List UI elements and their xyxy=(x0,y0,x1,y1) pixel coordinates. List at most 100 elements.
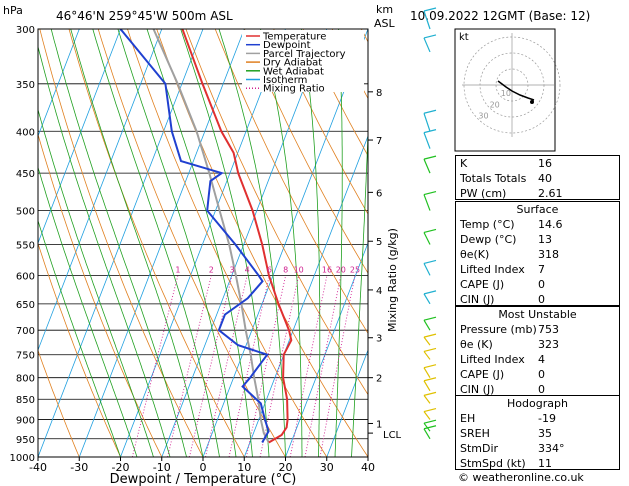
wind-barb-flag xyxy=(423,364,437,369)
pressure-tick-label: 300 xyxy=(16,25,35,36)
row-key: CIN (J) xyxy=(460,383,495,396)
most-unstable-title: Most Unstable xyxy=(498,308,577,321)
row-value: 318 xyxy=(538,248,559,261)
wind-barb xyxy=(423,351,431,360)
table-row: θe (K) 323 xyxy=(456,337,619,352)
pressure-tick-label: 500 xyxy=(16,207,35,218)
table-row: K 16 xyxy=(456,156,619,171)
table-row: CIN (J) 0 xyxy=(456,382,619,397)
wet-adiabat-line xyxy=(92,29,220,457)
lcl-label: LCL xyxy=(383,430,402,441)
legend-entry: Temperature xyxy=(262,32,326,43)
mixing-ratio-label: 2 xyxy=(209,265,214,274)
row-key: Dewp (°C) xyxy=(460,233,517,246)
x-tick-label: 10 xyxy=(237,461,251,474)
row-key: CIN (J) xyxy=(460,293,495,306)
row-value: 4 xyxy=(538,353,545,366)
row-key: PW (cm) xyxy=(460,187,507,200)
km-tick-label: 7 xyxy=(376,136,382,147)
mixing-ratio-line xyxy=(304,275,342,457)
wind-barb-flag xyxy=(423,109,437,114)
wind-barb-flag xyxy=(423,377,437,382)
row-key: θe(K) xyxy=(460,248,490,261)
wind-barb xyxy=(423,367,431,378)
wind-barb xyxy=(423,422,431,432)
wind-barb xyxy=(423,37,431,53)
indices-table: K 16 Totals Totals 40 PW (cm) 2.61 xyxy=(455,155,620,200)
hodograph-table: Hodograph EH -19 SREH 35 StmDir 334° StmSpd (k… xyxy=(455,395,620,470)
wind-barb-flag xyxy=(423,228,437,234)
surface-title: Surface xyxy=(516,203,559,216)
location-title: 46°46'N 259°45'W 500m ASL xyxy=(56,9,233,23)
row-value: 16 xyxy=(538,157,552,170)
wet-adiabat-line xyxy=(38,165,138,457)
row-key: StmDir xyxy=(460,442,499,455)
row-key: SREH xyxy=(460,427,490,440)
km-tick-label: 5 xyxy=(376,237,382,248)
row-key: CAPE (J) xyxy=(460,368,505,381)
row-value: 0 xyxy=(538,383,545,396)
wind-barb xyxy=(423,395,431,404)
row-value: 7 xyxy=(538,263,545,276)
x-tick-label: 40 xyxy=(361,461,375,474)
wet-adiabat-line xyxy=(38,108,154,457)
hodograph-ring-label: 10 xyxy=(501,89,511,98)
km-label: km xyxy=(376,3,393,16)
dry-adiabat-line xyxy=(214,29,368,335)
dry-adiabat-line xyxy=(68,29,245,457)
wind-barb xyxy=(423,10,431,30)
wind-barb xyxy=(423,411,431,420)
table-row: StmDir 334° xyxy=(456,441,619,456)
skewt-grid xyxy=(38,29,368,457)
x-axis-label: Dewpoint / Temperature (°C) xyxy=(110,472,297,486)
wind-barb-flag xyxy=(423,419,437,424)
dry-adiabat-line xyxy=(38,132,163,457)
pressure-tick-label: 600 xyxy=(16,271,35,282)
isotherm-line xyxy=(285,241,368,457)
wind-barb xyxy=(423,336,431,346)
mixing-ratio-line xyxy=(205,275,248,457)
mixing-ratio-label: 25 xyxy=(350,265,360,274)
axes: 3003504004505005506006507007508008509009… xyxy=(10,25,402,474)
table-row: Totals Totals 40 xyxy=(456,171,619,186)
wind-barb xyxy=(423,113,431,132)
pressure-tick-label: 350 xyxy=(16,80,35,91)
table-row: StmSpd (kt) 11 xyxy=(456,456,619,471)
wind-barb-flag xyxy=(423,316,437,321)
x-tick-label: -20 xyxy=(112,461,130,474)
isotherm-line xyxy=(38,29,121,245)
legend-entry: Dewpoint xyxy=(263,40,311,51)
hodograph-ring-label: 30 xyxy=(478,112,488,121)
x-tick-label: -10 xyxy=(153,461,171,474)
dewpoint-line xyxy=(119,29,270,443)
table-row: CAPE (J) 0 xyxy=(456,367,619,382)
row-key: CAPE (J) xyxy=(460,278,505,291)
isotherm-line xyxy=(38,29,80,138)
wind-barb xyxy=(423,428,431,440)
mixing-ratio-label: 6 xyxy=(267,265,272,274)
copyright: © weatheronline.co.uk xyxy=(458,471,584,484)
row-value: 13 xyxy=(538,233,552,246)
mixing-ratio-line xyxy=(228,275,270,457)
table-row: EH -19 xyxy=(456,411,619,426)
wind-barb-flag xyxy=(423,191,437,196)
wet-adiabat-line xyxy=(180,29,270,457)
mixing-ratio-line xyxy=(289,275,328,457)
x-tick-label: -40 xyxy=(29,461,47,474)
row-value: 0 xyxy=(538,278,545,291)
km-tick-label: 3 xyxy=(376,334,382,345)
x-tick-label: 20 xyxy=(279,461,293,474)
hodograph-ring-label: 20 xyxy=(490,100,500,109)
mixing-ratio-label: 3 xyxy=(229,265,234,274)
legend-entry: Parcel Trajectory xyxy=(263,49,346,60)
wind-barb-flag xyxy=(423,155,437,160)
pressure-tick-label: 700 xyxy=(16,326,35,337)
table-row: SREH 35 xyxy=(456,426,619,441)
isotherm-line xyxy=(38,29,204,457)
table-row: CIN (J) 0 xyxy=(456,292,619,307)
surface-table: Surface Temp (°C) 14.6 Dewp (°C) 13 θe(K) 318… xyxy=(455,201,620,306)
pressure-tick-label: 900 xyxy=(16,416,35,427)
mixing-ratio-line xyxy=(245,275,287,457)
legend-entry: Isotherm xyxy=(263,75,307,86)
